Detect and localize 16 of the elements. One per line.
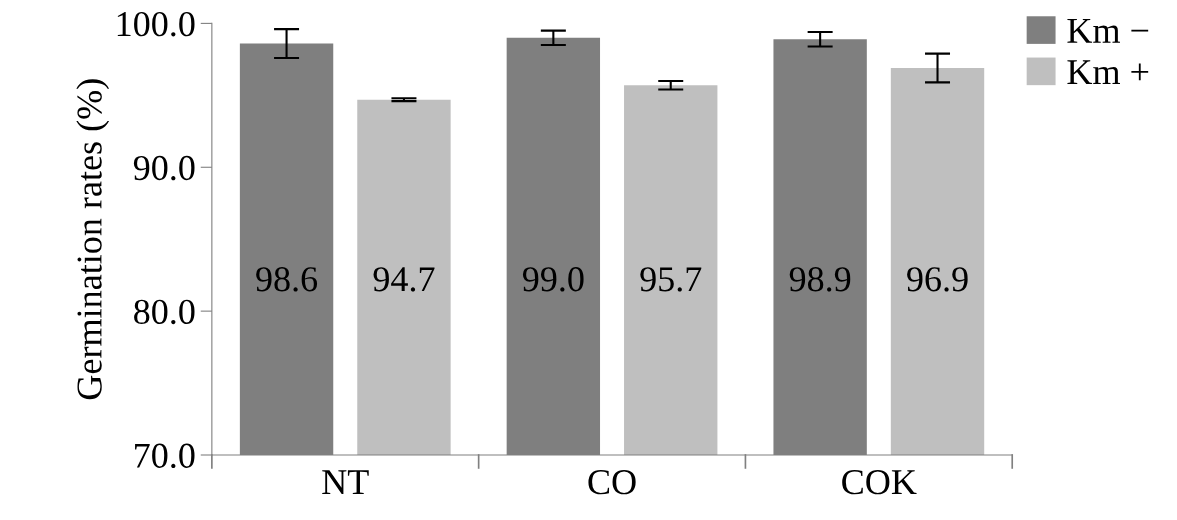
data-label: 94.7 (373, 267, 435, 292)
data-label: 96.9 (907, 267, 968, 292)
y-axis-title: Germination rates (%) (76, 79, 110, 400)
x-tick-label: COK (842, 470, 917, 495)
x-tick-label: CO (588, 470, 636, 495)
legend-label: Km − (1067, 18, 1149, 43)
data-label: 95.7 (640, 267, 702, 292)
y-tick-label: 70.0 (135, 443, 195, 469)
data-label: 99.0 (522, 267, 584, 292)
y-tick-label: 80.0 (134, 299, 195, 325)
data-label: 98.9 (789, 267, 851, 292)
y-tick-label: 100.0 (117, 11, 195, 37)
legend-label: Km + (1067, 60, 1149, 84)
y-tick-label: 90.0 (133, 155, 195, 181)
data-label: 98.6 (256, 267, 318, 292)
x-tick-label: NT (322, 470, 369, 494)
